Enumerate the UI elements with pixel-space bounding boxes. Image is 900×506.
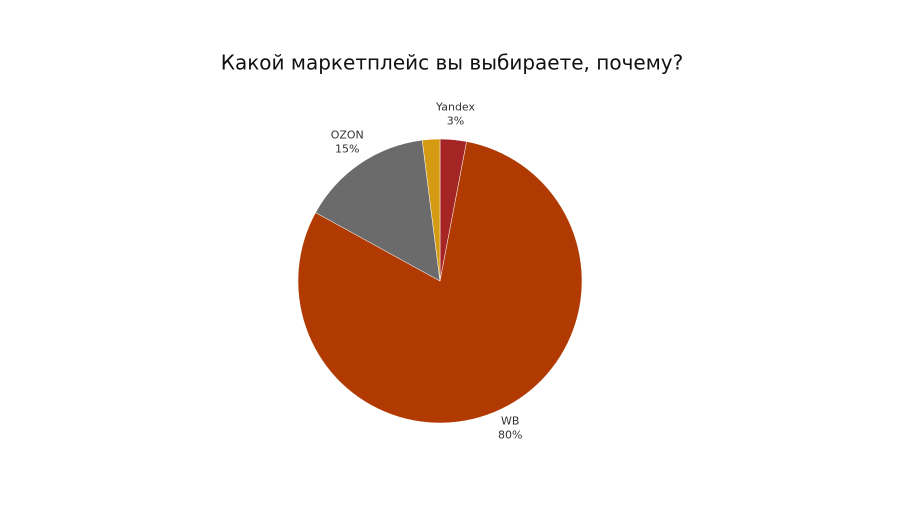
slice-label: OZON (331, 129, 364, 142)
pie-slice (315, 139, 441, 282)
slice-value-label: 3% (447, 115, 464, 128)
slice-value-label: 15% (335, 143, 359, 156)
chart-title: Какой маркетплейс вы выбираете, почему? (221, 51, 683, 75)
slice-label: WB (501, 414, 519, 427)
slice-label: Yandex (435, 101, 475, 114)
pie-slice (421, 138, 441, 282)
slice-value-label: 80% (498, 428, 522, 441)
pie-slice (297, 141, 583, 424)
